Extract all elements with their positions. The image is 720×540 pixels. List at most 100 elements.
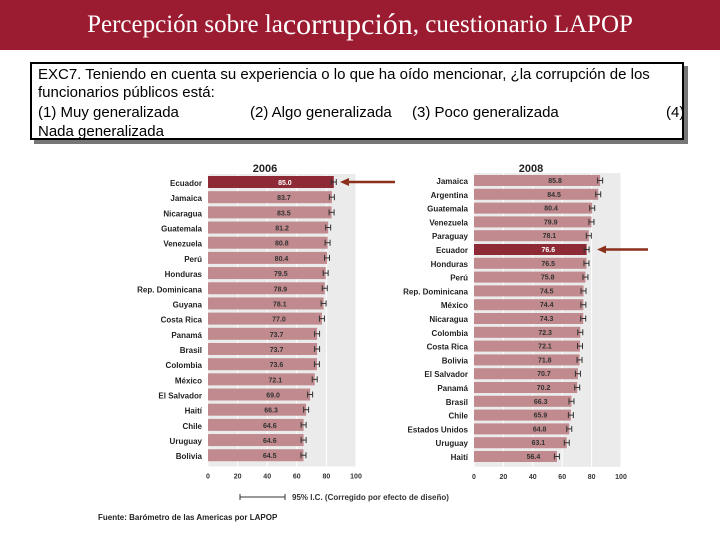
category-label: México bbox=[441, 301, 468, 310]
data-label: 84.5 bbox=[547, 192, 561, 199]
x-tick-label: 40 bbox=[263, 473, 271, 480]
data-label: 74.4 bbox=[540, 302, 554, 309]
category-label: Honduras bbox=[431, 260, 469, 269]
data-label: 79.5 bbox=[274, 271, 288, 278]
data-label: 80.4 bbox=[544, 206, 558, 213]
bar bbox=[474, 202, 593, 214]
category-label: Venezuela bbox=[163, 240, 202, 249]
bar bbox=[208, 418, 304, 431]
category-label: Perú bbox=[450, 274, 468, 283]
slide-title: Percepción sobre la corrupción, cuestion… bbox=[0, 0, 720, 50]
category-label: Guyana bbox=[173, 300, 203, 309]
bar bbox=[208, 191, 332, 204]
bar bbox=[474, 409, 571, 421]
data-label: 83.7 bbox=[277, 195, 291, 202]
x-tick-label: 40 bbox=[529, 474, 537, 481]
bar bbox=[474, 299, 584, 311]
category-label: Jamaica bbox=[436, 177, 468, 186]
data-label: 78.1 bbox=[273, 301, 287, 308]
bar bbox=[208, 449, 304, 462]
title-part-1: Percepción sobre la bbox=[87, 11, 283, 38]
bar bbox=[208, 327, 318, 340]
data-label: 74.3 bbox=[540, 316, 554, 323]
bar bbox=[208, 388, 311, 401]
legend-label: 95% I.C. (Corregido por efecto de diseño… bbox=[292, 493, 449, 502]
x-tick-label: 0 bbox=[472, 474, 476, 481]
bar bbox=[208, 373, 315, 386]
data-label: 64.6 bbox=[263, 438, 277, 445]
x-tick-label: 60 bbox=[293, 473, 301, 480]
bar bbox=[474, 230, 589, 242]
category-label: El Salvador bbox=[424, 370, 468, 379]
data-label: 64.8 bbox=[533, 426, 547, 433]
category-label: Venezuela bbox=[429, 218, 468, 227]
option-4-text: Nada generalizada bbox=[38, 123, 164, 140]
question-options: (1) Muy generalizada (2) Algo generaliza… bbox=[38, 104, 685, 123]
data-label: 73.6 bbox=[270, 362, 284, 369]
bar bbox=[474, 216, 592, 228]
data-label: 77.0 bbox=[272, 317, 286, 324]
category-label: Chile bbox=[182, 422, 202, 431]
bar bbox=[474, 285, 584, 297]
data-label: 76.6 bbox=[541, 247, 555, 254]
category-label: Costa Rica bbox=[427, 343, 469, 352]
bar bbox=[208, 434, 304, 447]
data-label: 85.8 bbox=[548, 178, 562, 185]
category-label: Bolivia bbox=[176, 452, 203, 461]
chart-title: 2008 bbox=[519, 163, 543, 175]
x-tick-label: 20 bbox=[500, 474, 508, 481]
data-label: 81.2 bbox=[275, 226, 289, 233]
x-tick-label: 20 bbox=[234, 473, 242, 480]
data-label: 70.7 bbox=[537, 371, 551, 378]
category-label: Brasil bbox=[446, 398, 468, 407]
data-label: 64.5 bbox=[263, 453, 277, 460]
category-label: Perú bbox=[184, 255, 202, 264]
option-4: (4) bbox=[666, 104, 685, 121]
data-label: 65.9 bbox=[534, 413, 548, 420]
category-label: Bolivia bbox=[442, 356, 469, 365]
category-label: Rep. Dominicana bbox=[137, 285, 202, 294]
x-tick-label: 0 bbox=[206, 473, 210, 480]
bar bbox=[208, 206, 332, 219]
category-label: Estados Unidos bbox=[408, 425, 469, 434]
category-label: Ecuador bbox=[170, 179, 202, 188]
category-label: Uruguay bbox=[170, 437, 203, 446]
question-box: EXC7. Teniendo en cuenta su experiencia … bbox=[30, 62, 684, 140]
bar bbox=[208, 267, 326, 280]
category-label: Brasil bbox=[180, 346, 202, 355]
source-footer: Fuente: Barómetro de las Americas por LA… bbox=[98, 513, 278, 522]
option-3: (3) Poco generalizada bbox=[412, 104, 559, 121]
category-label: Guatemala bbox=[161, 225, 202, 234]
category-label: Jamaica bbox=[170, 194, 202, 203]
bar bbox=[208, 221, 329, 234]
bar bbox=[208, 342, 318, 355]
chart-title: 2006 bbox=[253, 163, 277, 175]
category-label: Paraguay bbox=[432, 232, 469, 241]
category-label: Nicaragua bbox=[429, 315, 468, 324]
bar bbox=[474, 354, 580, 366]
bar bbox=[474, 423, 570, 435]
data-label: 73.7 bbox=[270, 332, 284, 339]
bar bbox=[208, 236, 328, 249]
category-label: Ecuador bbox=[436, 246, 468, 255]
bar bbox=[474, 451, 557, 462]
bar bbox=[474, 188, 599, 200]
data-label: 78.9 bbox=[274, 286, 288, 293]
data-label: 79.9 bbox=[544, 219, 558, 226]
data-label: 80.4 bbox=[275, 256, 289, 263]
data-label: 66.3 bbox=[534, 399, 548, 406]
option-1: (1) Muy generalizada bbox=[38, 104, 179, 121]
data-label: 83.5 bbox=[277, 210, 291, 217]
bar bbox=[208, 403, 307, 416]
bar bbox=[474, 244, 587, 255]
bar bbox=[208, 297, 324, 310]
title-part-3: , cuestionario LAPOP bbox=[412, 11, 633, 38]
x-tick-label: 100 bbox=[350, 473, 362, 480]
category-label: Rep. Dominicana bbox=[403, 287, 468, 296]
bar bbox=[474, 340, 580, 352]
category-label: Guatemala bbox=[427, 205, 468, 214]
bar bbox=[474, 437, 567, 449]
category-label: Haití bbox=[451, 453, 469, 462]
bar bbox=[474, 368, 578, 380]
